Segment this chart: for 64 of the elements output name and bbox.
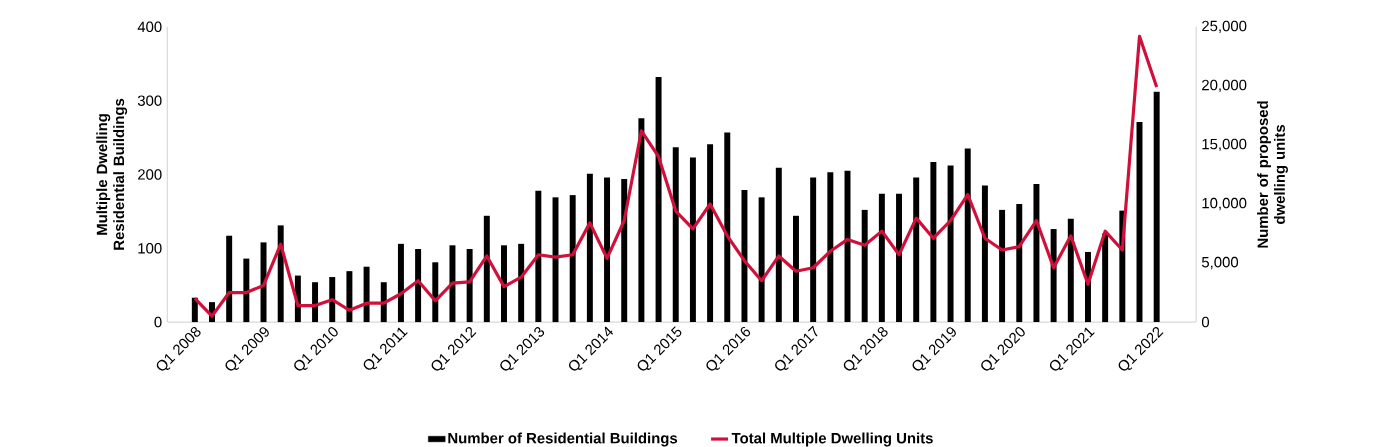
bar (758, 197, 765, 322)
bar (1102, 233, 1109, 322)
bar (1050, 228, 1057, 322)
y2-tick-label: 15,000 (1202, 138, 1247, 151)
legend-label: Total Multiple Dwelling Units (731, 432, 933, 447)
y-axis-title: Multiple Dwelling Residential Buildings (96, 98, 128, 250)
bar (415, 248, 422, 322)
bar (483, 215, 490, 322)
bar (827, 172, 834, 322)
bar (243, 258, 250, 322)
y2-axis-title: Number of proposed dwelling units (1257, 101, 1288, 248)
bar (707, 144, 714, 322)
bar (1033, 183, 1040, 322)
bar (689, 157, 696, 322)
bar (930, 161, 937, 322)
bar (964, 148, 971, 322)
bar (380, 282, 387, 322)
bar (501, 245, 507, 322)
bar (638, 118, 645, 322)
bar (535, 190, 542, 322)
bar (793, 215, 799, 322)
bar (226, 235, 233, 322)
y-tick-label: 0 (154, 316, 162, 328)
y2-tick-label: 0 (1201, 316, 1210, 328)
bar (1016, 203, 1023, 322)
bar (569, 194, 576, 322)
bar (810, 177, 817, 322)
bar (312, 282, 319, 322)
y-tick-label: 100 (138, 242, 162, 254)
bar (655, 76, 662, 322)
bar (775, 167, 782, 322)
bar (363, 266, 370, 322)
bar (518, 243, 525, 322)
bar (397, 243, 404, 322)
y-tick-label: 200 (138, 169, 162, 180)
bar (672, 146, 679, 322)
y2-tick-label: 10,000 (1202, 197, 1247, 210)
bar (1153, 91, 1160, 322)
bar (724, 132, 731, 322)
bar (896, 193, 903, 322)
bar (999, 209, 1006, 322)
bar (586, 173, 593, 322)
bar (604, 177, 611, 322)
bar (449, 245, 456, 322)
bar (913, 177, 920, 322)
bar (329, 276, 336, 322)
bar (741, 189, 748, 322)
y2-tick-label: 20,000 (1202, 79, 1247, 92)
bar (878, 193, 885, 322)
bar (432, 262, 439, 322)
bar (1067, 218, 1074, 322)
y-tick-label: 300 (137, 95, 162, 106)
legend-label: Number of Residential Buildings (448, 432, 678, 447)
bar (861, 209, 868, 322)
bar (260, 242, 267, 322)
bar (947, 165, 954, 322)
y-tick-label: 400 (137, 21, 162, 32)
bar (346, 270, 353, 322)
bar (466, 248, 473, 322)
bar (621, 178, 628, 322)
y2-tick-label: 5,000 (1201, 256, 1239, 270)
y2-tick-label: 25,000 (1202, 20, 1247, 33)
bar (981, 185, 988, 322)
line-series (193, 34, 1159, 318)
